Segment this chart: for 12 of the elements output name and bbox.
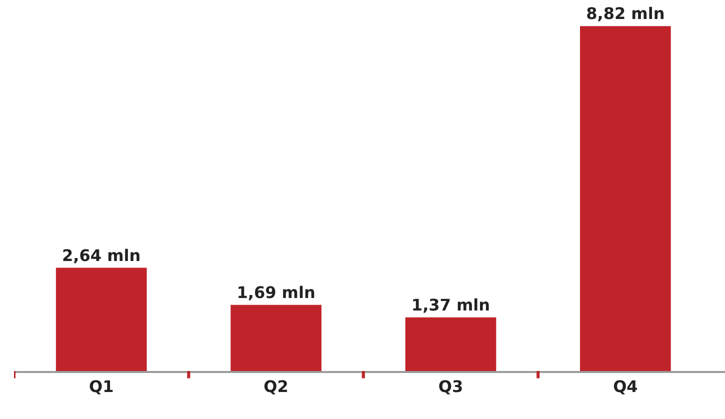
x-tick-label: Q4 bbox=[613, 376, 638, 396]
x-tick-label: Q1 bbox=[88, 376, 114, 396]
x-tick-label: Q3 bbox=[438, 376, 464, 396]
bar bbox=[405, 317, 496, 371]
bar bbox=[230, 304, 322, 371]
bar bbox=[580, 26, 671, 371]
data-label: 1,69 mln bbox=[236, 282, 316, 302]
x-tick-label: Q2 bbox=[264, 376, 288, 396]
data-label: 2,64 mln bbox=[62, 246, 141, 265]
data-label: 1,37 mln bbox=[411, 295, 490, 314]
data-label: 8,82 mln bbox=[586, 4, 665, 24]
bar bbox=[56, 268, 147, 371]
